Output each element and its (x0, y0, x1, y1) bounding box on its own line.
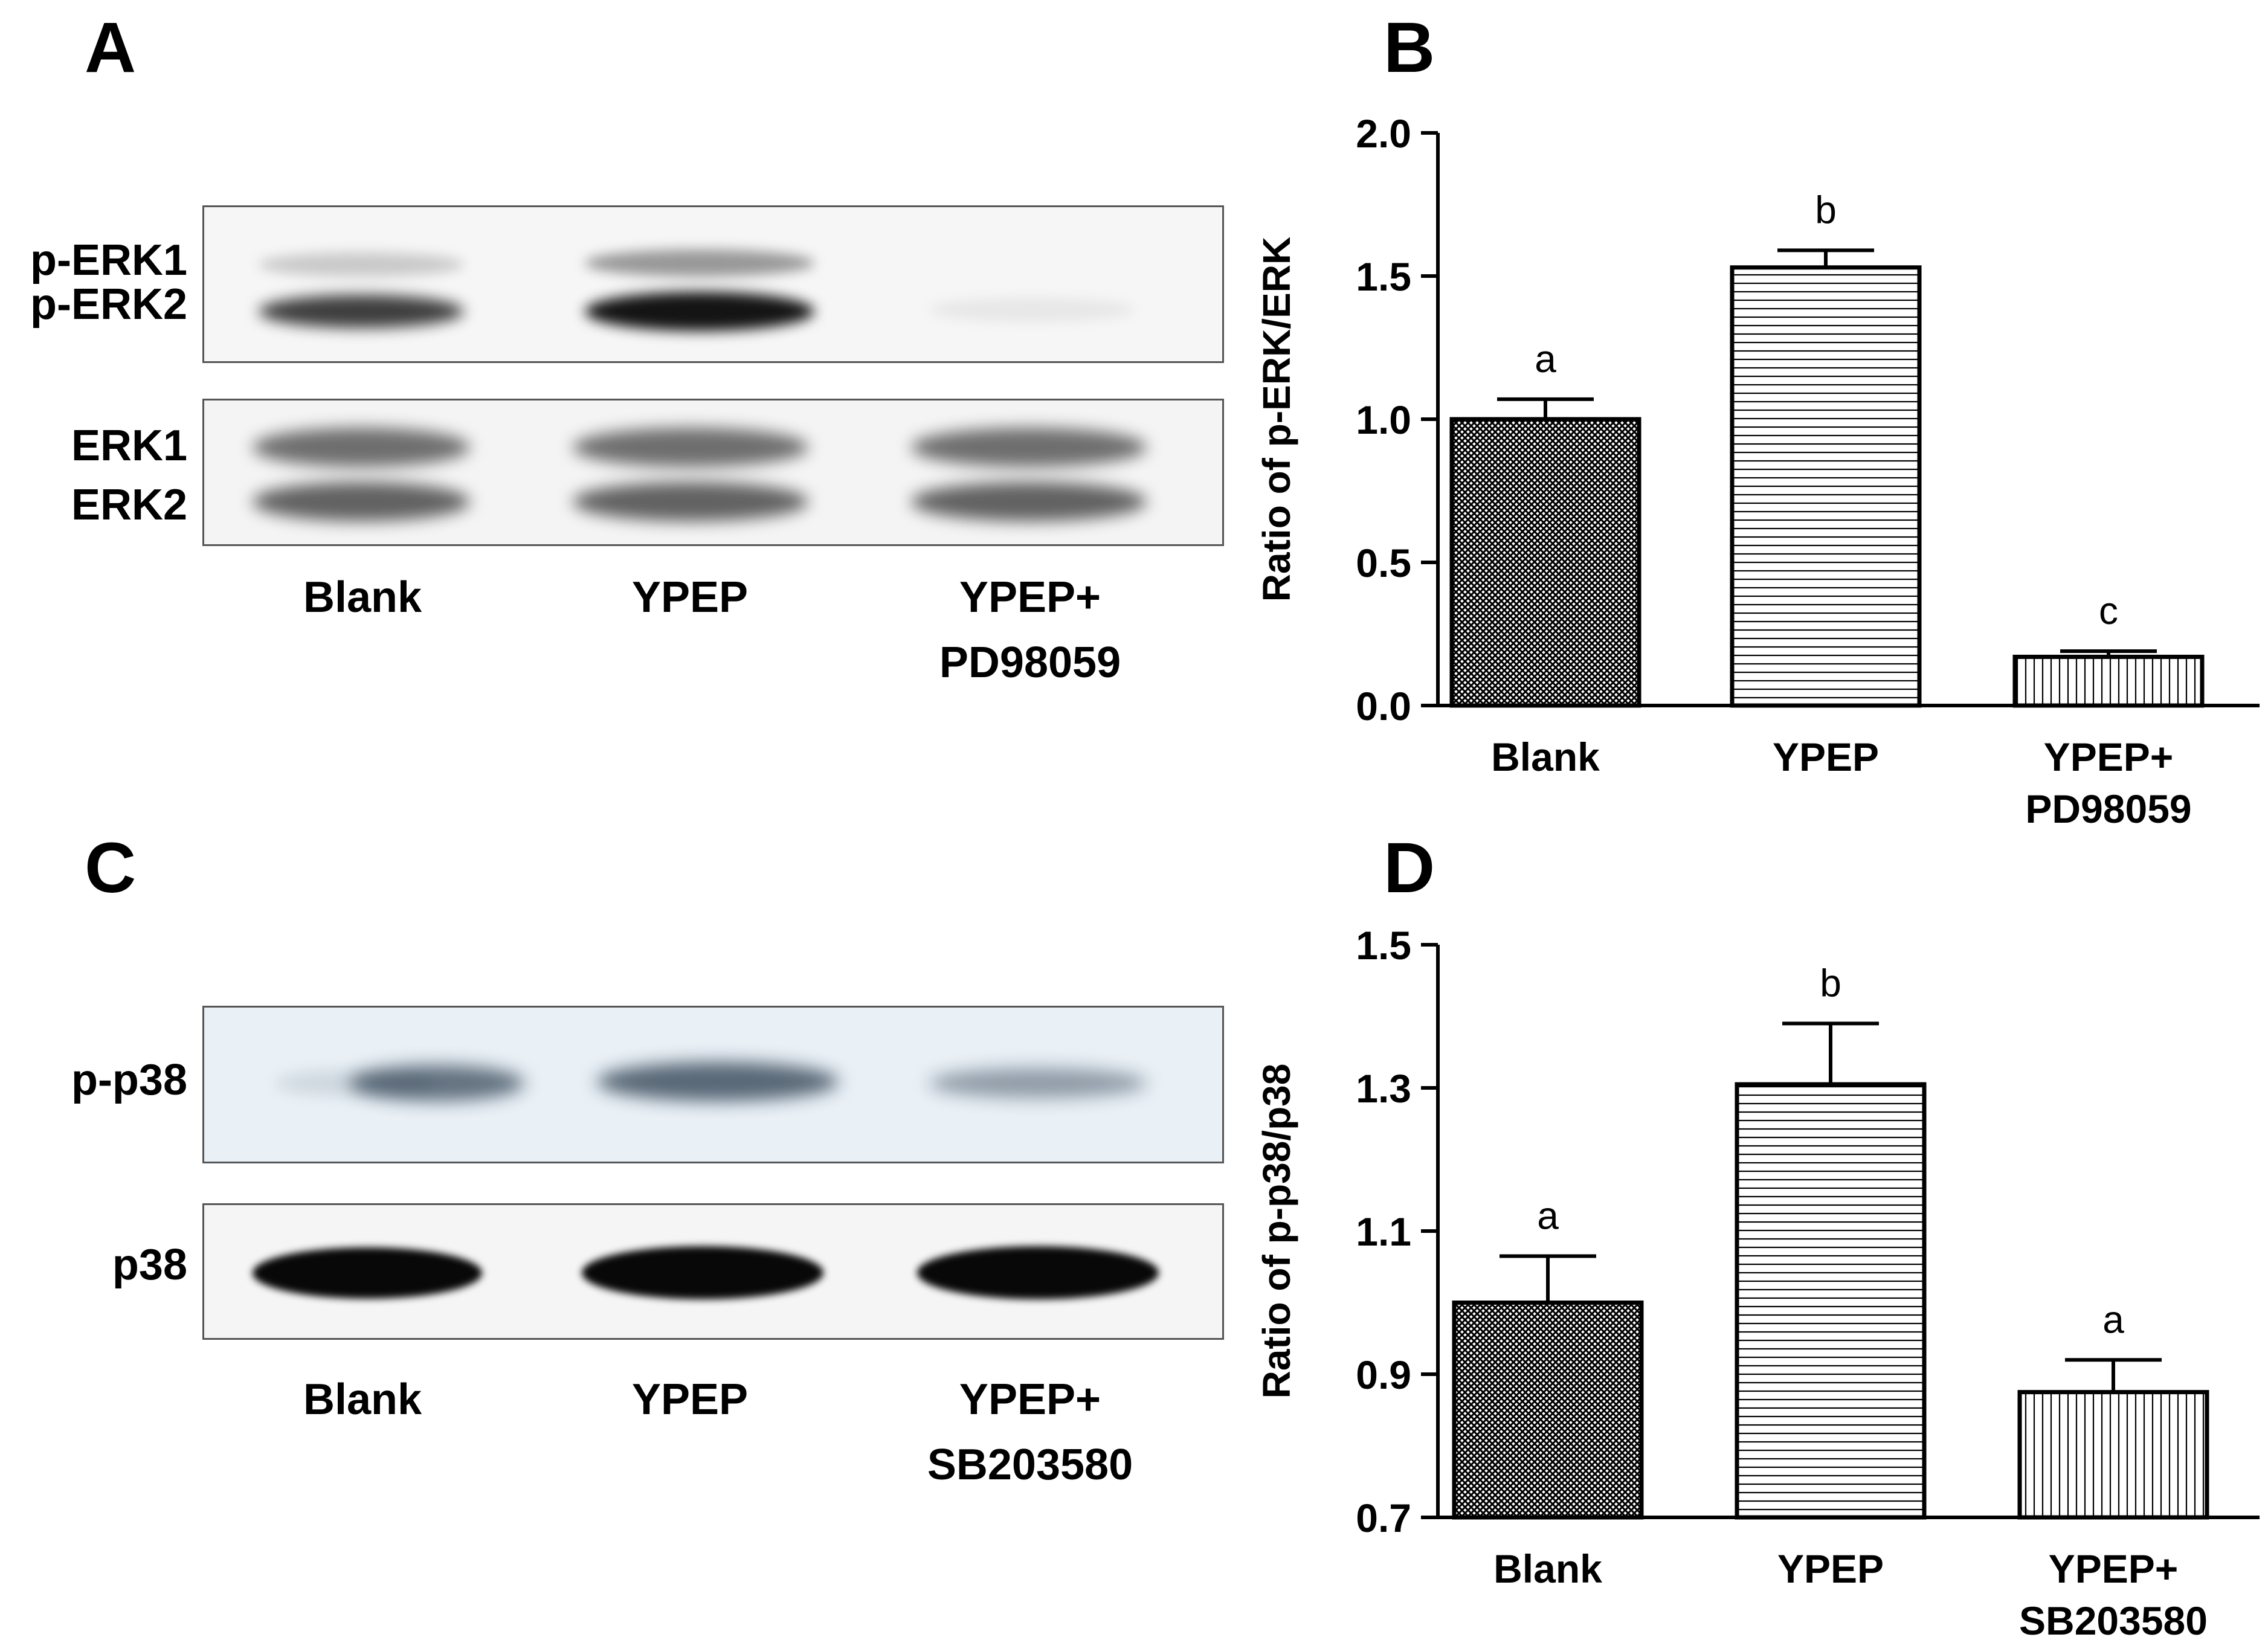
y-tick-label: 0.9 (1356, 1352, 1411, 1397)
band (597, 1062, 839, 1101)
blot-p-p38 (202, 1006, 1224, 1163)
band (929, 298, 1135, 322)
bar (1452, 1301, 1644, 1520)
significance-label: a (1535, 337, 1556, 381)
bar (2017, 1390, 2209, 1520)
band (259, 252, 464, 277)
x-category-label: SB203580 (2019, 1598, 2208, 1640)
significance-label: a (2102, 1298, 2124, 1341)
significance-label: a (1537, 1194, 1559, 1237)
bar (1735, 1082, 1927, 1520)
y-tick-label: 1.5 (1356, 254, 1411, 299)
blot-label-p38: p38 (112, 1241, 187, 1289)
band (573, 482, 808, 521)
blot-label-p-erk2: p-ERK2 (30, 280, 187, 329)
y-tick-label: 0.7 (1356, 1496, 1411, 1540)
lane-label-blank: Blank (303, 1375, 422, 1424)
blot-p38 (202, 1203, 1224, 1340)
y-tick-label: 1.5 (1356, 923, 1411, 968)
lane-label-ypep: YPEP (631, 1375, 749, 1424)
x-category-label: YPEP+ (2049, 1546, 2179, 1591)
band (929, 1068, 1147, 1098)
band (259, 295, 464, 328)
blot-label-erk1: ERK1 (71, 422, 187, 470)
y-axis-label: Ratio of p-ERK/ERK (1255, 237, 1298, 602)
band (585, 292, 814, 331)
lane-label-ypep-pd98059: YPEP+ PD98059 (939, 573, 1121, 687)
band (911, 428, 1147, 467)
significance-label: c (2099, 589, 2118, 632)
x-category-label: YPEP (1773, 735, 1879, 779)
y-tick-label: 1.0 (1356, 397, 1411, 442)
band (253, 482, 470, 521)
x-category-label: YPEP+ (2044, 735, 2174, 779)
band (349, 1065, 524, 1101)
blot-label-erk2: ERK2 (71, 481, 187, 529)
lane-label-ypep: YPEP (631, 573, 749, 622)
bar (2012, 654, 2205, 708)
x-category-label: PD98059 (2025, 786, 2191, 831)
blot-label-p-p38: p-p38 (71, 1056, 187, 1104)
y-tick-label: 0.5 (1356, 541, 1411, 585)
blot-erk (202, 399, 1224, 546)
blot-p-erk (202, 205, 1224, 363)
band (582, 1246, 823, 1299)
panel-letter-c: C (85, 828, 137, 908)
panel-letter-d: D (1384, 828, 1435, 908)
blot-label-p-erk1: p-ERK1 (30, 236, 187, 285)
band (573, 428, 808, 467)
y-tick-label: 2.0 (1356, 111, 1411, 156)
x-category-label: Blank (1491, 735, 1600, 779)
panel-letter-b: B (1384, 8, 1435, 88)
band (585, 249, 814, 277)
bar (1730, 265, 1922, 708)
band (917, 1246, 1159, 1299)
y-tick-label: 0.0 (1356, 684, 1411, 728)
band (253, 428, 470, 467)
y-tick-label: 1.1 (1356, 1209, 1411, 1254)
lane-label-blank: Blank (303, 573, 422, 622)
panel-letter-a: A (85, 8, 137, 88)
significance-label: b (1820, 961, 1841, 1005)
band (253, 1247, 482, 1299)
y-tick-label: 1.3 (1356, 1066, 1411, 1111)
x-category-label: Blank (1493, 1546, 1602, 1591)
band (911, 482, 1147, 521)
y-axis-label: Ratio of p-p38/p38 (1255, 1064, 1298, 1399)
bar (1449, 417, 1641, 708)
lane-label-ypep-sb203580: YPEP+ SB203580 (927, 1375, 1133, 1489)
x-category-label: YPEP (1777, 1546, 1884, 1591)
significance-label: b (1815, 188, 1837, 231)
